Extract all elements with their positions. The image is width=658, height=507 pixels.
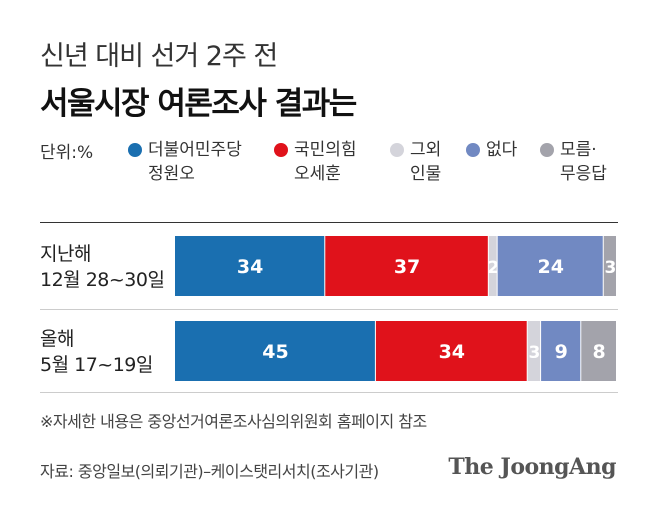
publisher-logo: The JoongAng	[448, 454, 616, 480]
source-line: 자료: 중앙일보(의뢰기관)–케이스탯리서치(조사기관)	[40, 462, 379, 481]
legend-label-other-line1: 그외	[410, 140, 442, 160]
legend-item-democratic: 더불어민주당 정원오	[128, 138, 242, 186]
value-label-democratic-row1: 34	[237, 256, 263, 278]
footnote: ※자세한 내용은 중앙선거여론조사심의위원회 홈페이지 참조	[40, 412, 427, 431]
legend-label-dontknow-line1: 모름·	[560, 140, 597, 160]
row-label-last-year: 지난해 12월 28~30일	[40, 241, 165, 293]
legend-swatch-other	[390, 143, 404, 157]
row-label-this-year-line2: 5월 17~19일	[40, 354, 153, 376]
row-label-last-year-line2: 12월 28~30일	[40, 269, 165, 291]
legend-item-ppp: 국민의힘 오세훈	[274, 138, 357, 186]
bar-segment-none-row2	[541, 321, 581, 381]
row-label-this-year: 올해 5월 17~19일	[40, 326, 153, 378]
legend-label-ppp-candidate: 오세훈	[294, 164, 341, 184]
row-label-this-year-line1: 올해	[40, 328, 74, 350]
value-label-dontknow-row1: 3	[604, 258, 616, 278]
bar-segment-dontknow-row1	[603, 236, 616, 296]
legend-label-ppp-party: 국민의힘	[294, 140, 357, 160]
bar-segment-dontknow-row2	[581, 321, 616, 381]
bar-segment-other-row1	[488, 236, 497, 296]
row-label-last-year-line1: 지난해	[40, 243, 91, 265]
legend-label-dontknow-line2: 무응답	[560, 164, 607, 184]
bar-segment-other-row2	[527, 321, 541, 381]
bottom-rule	[40, 392, 618, 393]
legend-swatch-none	[466, 143, 480, 157]
bar-segment-democratic-row1	[175, 236, 325, 296]
value-label-dontknow-row2: 8	[593, 341, 606, 363]
legend: 단위:% 더불어민주당 정원오 국민의힘 오세훈 그외 인물 없다 모름· 무응…	[40, 138, 640, 198]
row-divider	[40, 309, 618, 310]
value-label-ppp-row2: 34	[439, 341, 465, 363]
bar-segment-ppp-row2	[375, 321, 527, 381]
legend-item-none: 없다	[466, 138, 517, 162]
value-label-ppp-row1: 37	[394, 256, 420, 278]
unit-label: 단위:%	[40, 143, 94, 163]
legend-swatch-dontknow	[540, 143, 554, 157]
value-label-other-row1: 2	[487, 258, 499, 278]
bar-segment-ppp-row1	[325, 236, 488, 296]
legend-label-other-line2: 인물	[410, 164, 442, 184]
chart-subtitle: 신년 대비 선거 2주 전	[40, 41, 278, 72]
legend-swatch-ppp	[274, 143, 288, 157]
chart-title: 서울시장 여론조사 결과는	[40, 86, 357, 122]
legend-item-other: 그외 인물	[390, 138, 441, 186]
bar-segment-none-row1	[497, 236, 603, 296]
legend-label-democratic-candidate: 정원오	[148, 164, 195, 184]
legend-swatch-democratic	[128, 143, 142, 157]
top-rule	[40, 222, 618, 223]
value-label-none-row1: 24	[537, 256, 563, 278]
value-label-democratic-row2: 45	[262, 341, 288, 363]
bar-segment-democratic-row2	[175, 321, 375, 381]
value-label-other-row2: 3	[528, 343, 540, 363]
legend-item-dontknow: 모름· 무응답	[540, 138, 607, 186]
legend-label-democratic-party: 더불어민주당	[148, 140, 242, 160]
value-label-none-row2: 9	[555, 341, 568, 363]
legend-label-none: 없다	[486, 140, 518, 160]
